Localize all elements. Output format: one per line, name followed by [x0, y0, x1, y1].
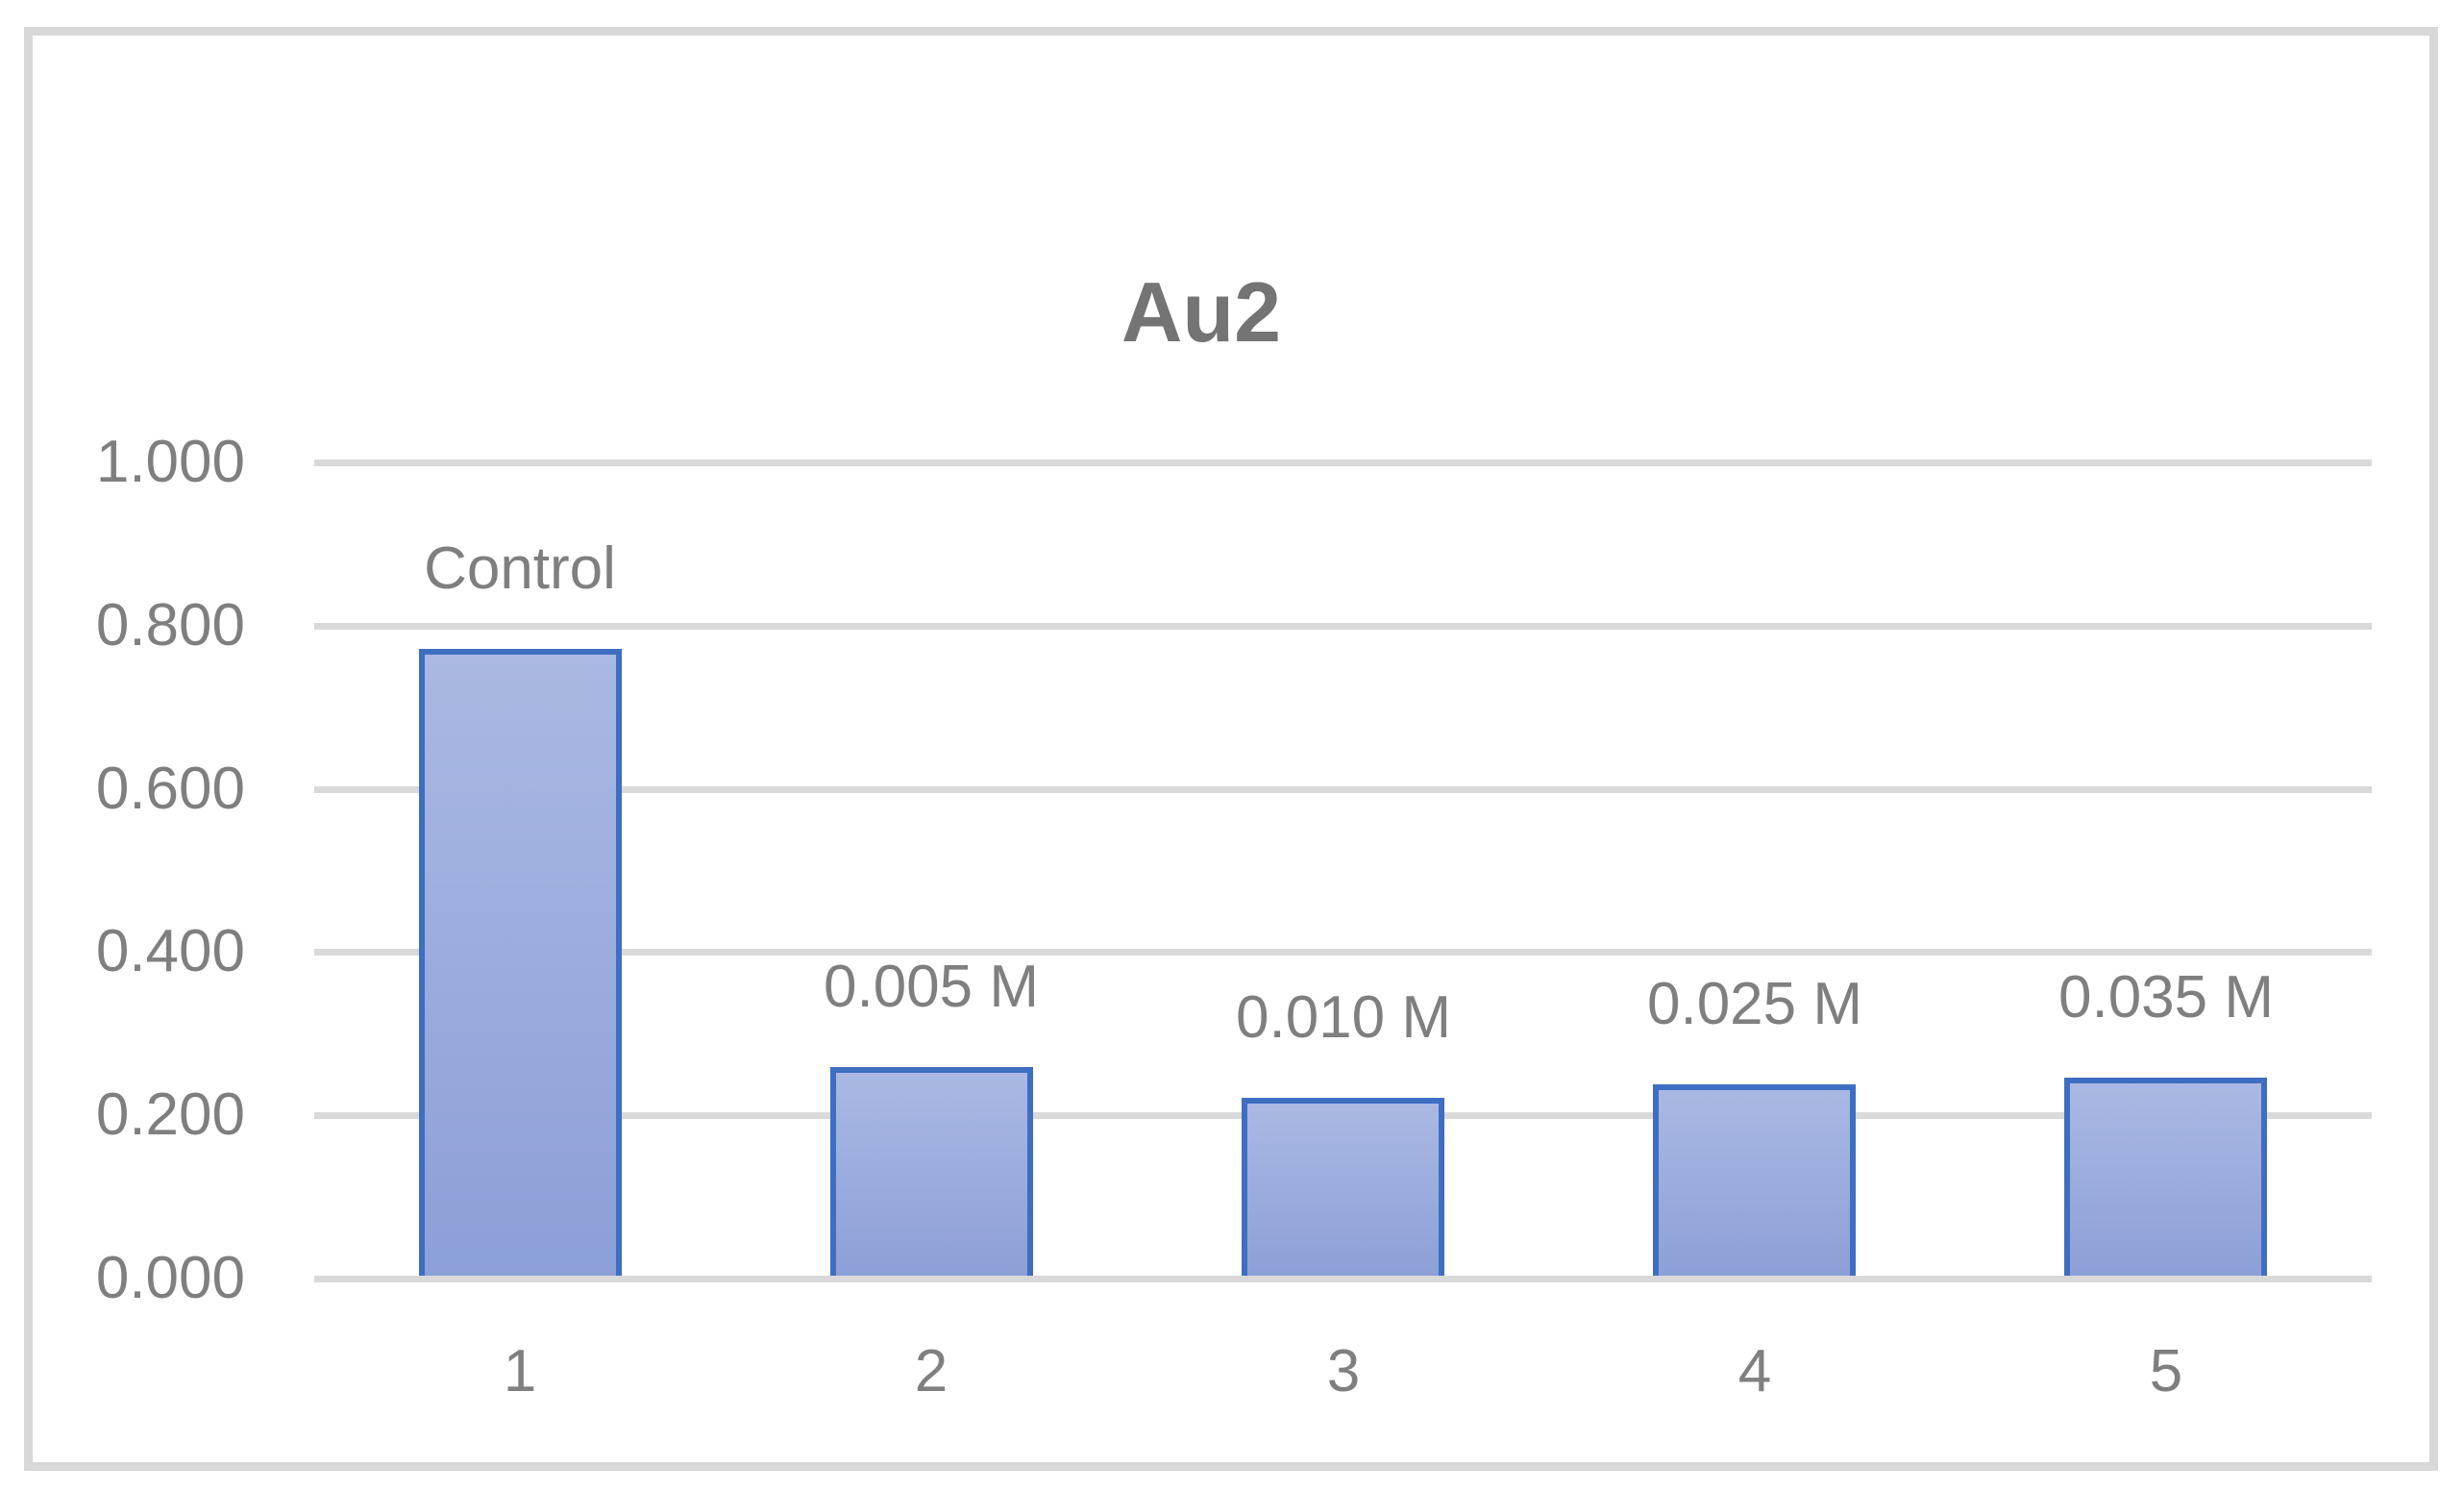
bar	[1242, 1098, 1444, 1282]
y-axis-tick-label: 1.000	[95, 429, 245, 495]
x-axis-category-label: 3	[1326, 1338, 1361, 1404]
bar	[2064, 1078, 2267, 1282]
y-axis-tick-label: 0.600	[95, 756, 245, 822]
x-axis-category-label: 4	[1737, 1338, 1772, 1404]
x-axis-category-label: 1	[503, 1338, 537, 1404]
bar	[830, 1067, 1033, 1282]
y-axis-tick-label: 0.000	[95, 1245, 245, 1311]
bar-data-label: Control	[424, 535, 616, 602]
gridline	[314, 460, 2372, 466]
x-axis-category-label: 2	[914, 1338, 949, 1404]
y-axis-tick-label: 0.400	[95, 918, 245, 984]
y-axis-tick-label: 0.200	[95, 1081, 245, 1148]
bar-data-label: 0.025 M	[1646, 971, 1863, 1037]
gridline	[314, 623, 2372, 630]
bar	[1653, 1084, 1856, 1282]
y-axis-tick-label: 0.800	[95, 592, 245, 659]
bar-data-label: 0.035 M	[2057, 964, 2275, 1031]
x-axis-category-label: 5	[2149, 1338, 2183, 1404]
gridline	[314, 949, 2372, 956]
bar-data-label: 0.010 M	[1235, 984, 1452, 1051]
gridline	[314, 786, 2372, 793]
bar	[419, 649, 622, 1282]
chart-title: Au2	[1121, 264, 1282, 360]
bar-data-label: 0.005 M	[823, 954, 1040, 1020]
x-axis-line	[314, 1276, 2372, 1282]
